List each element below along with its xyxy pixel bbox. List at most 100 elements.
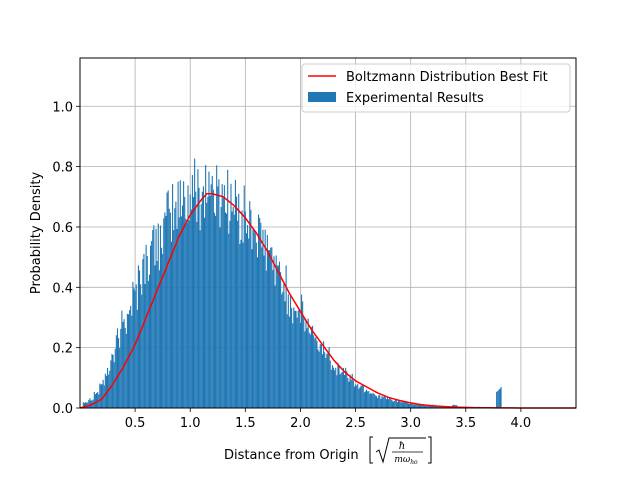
histogram-bar <box>195 191 197 408</box>
histogram-bar <box>194 158 196 408</box>
histogram-bar <box>206 202 208 408</box>
histogram-bar <box>274 285 276 408</box>
histogram-bar <box>142 259 144 408</box>
histogram-bar <box>197 169 199 408</box>
histogram-bar <box>380 399 382 408</box>
histogram-bar <box>287 294 289 408</box>
histogram-bar <box>313 335 315 408</box>
histogram-bar <box>428 405 430 408</box>
histogram-bar <box>88 399 90 408</box>
histogram-bar <box>305 319 307 408</box>
histogram-bar <box>427 405 429 408</box>
histogram-bar <box>300 294 303 408</box>
x-axis-label: Distance from Origin <box>224 448 359 463</box>
histogram-bar <box>147 280 149 408</box>
histogram-bar <box>329 360 331 408</box>
unit-right-bracket <box>428 436 432 464</box>
histogram-bar <box>328 346 330 408</box>
histogram-bar <box>425 405 427 408</box>
histogram-bar <box>264 229 266 408</box>
y-tick-label: 0.4 <box>52 281 73 296</box>
histogram-bar <box>113 362 115 408</box>
histogram-bar <box>401 401 403 408</box>
histogram-bar <box>367 391 369 408</box>
histogram-bar <box>381 396 383 408</box>
histogram-bar <box>342 368 344 408</box>
histogram-bar <box>304 331 306 408</box>
histogram-bar <box>144 283 146 408</box>
histogram-bar <box>107 367 109 408</box>
histogram-bar <box>429 404 432 408</box>
histogram-bar <box>321 354 324 408</box>
histogram-bar <box>239 243 241 408</box>
histogram-bar <box>370 392 372 408</box>
histogram-bar <box>250 209 252 408</box>
histogram-bar <box>270 247 272 408</box>
histogram-bar <box>119 347 121 408</box>
histogram-bar <box>426 405 428 408</box>
histogram-bar <box>297 310 299 408</box>
histogram-bar <box>292 323 294 408</box>
histogram-bar <box>192 197 195 408</box>
histogram-bar <box>315 337 317 408</box>
histogram-bar <box>293 307 295 408</box>
histogram-bar <box>314 338 316 408</box>
histogram-bar <box>140 284 142 408</box>
histogram-bar <box>383 395 385 408</box>
histogram-bar <box>271 247 273 408</box>
histogram-bar <box>183 181 185 408</box>
histogram-bar <box>246 224 249 408</box>
histogram-bar <box>386 397 389 408</box>
histogram-bar <box>393 401 395 408</box>
histogram-bar <box>262 229 264 408</box>
histogram-bar <box>184 196 186 408</box>
histogram-bar <box>217 186 219 408</box>
histogram-bar <box>99 383 101 408</box>
histogram-bar <box>163 218 165 408</box>
histogram-bar <box>356 385 358 408</box>
histogram-bar <box>241 210 243 408</box>
histogram-bar <box>254 232 256 408</box>
histogram-bar <box>131 315 133 408</box>
histogram-bar <box>327 351 329 408</box>
histogram-bar <box>211 176 213 408</box>
histogram-bar <box>130 305 132 408</box>
histogram-bar <box>261 247 263 408</box>
histogram-bar <box>336 375 338 408</box>
histogram-bar <box>288 316 290 408</box>
histogram-bar <box>320 344 322 408</box>
histogram-bar <box>244 211 246 408</box>
histogram-bar <box>116 328 119 408</box>
histogram-bar <box>84 402 87 408</box>
histogram-bar <box>418 404 421 408</box>
x-tick-label: 3.5 <box>455 416 476 431</box>
histogram-bar <box>255 242 257 408</box>
histogram-bar <box>94 394 96 408</box>
histogram-bar <box>154 265 156 408</box>
histogram-bar <box>338 365 340 408</box>
histogram-bar <box>222 197 224 408</box>
histogram-bar <box>208 171 210 408</box>
histogram-bar <box>306 328 308 408</box>
histogram-bar <box>102 379 104 408</box>
histogram-bar <box>417 404 419 408</box>
histogram-bar <box>403 401 405 408</box>
histogram-bar <box>111 353 113 408</box>
histogram-bar <box>395 400 397 408</box>
histogram-bar <box>388 399 390 408</box>
histogram-bar <box>364 391 367 408</box>
histogram-bar <box>148 274 150 408</box>
x-axis-label-group: Distance from Origin ħ mωho <box>224 436 432 466</box>
histogram-bar <box>444 406 446 408</box>
histogram-bar <box>415 404 417 408</box>
histogram-bar <box>237 220 239 408</box>
histogram-bar <box>440 406 443 408</box>
histogram-bar <box>334 370 336 408</box>
histogram-bar <box>172 184 174 408</box>
legend-hist-label: Experimental Results <box>346 91 484 106</box>
histogram-bar <box>352 380 354 408</box>
histogram-bar <box>122 321 124 408</box>
histogram-bar <box>263 255 265 408</box>
histogram-bar <box>173 230 175 408</box>
y-tick-label: 0.8 <box>52 161 73 176</box>
